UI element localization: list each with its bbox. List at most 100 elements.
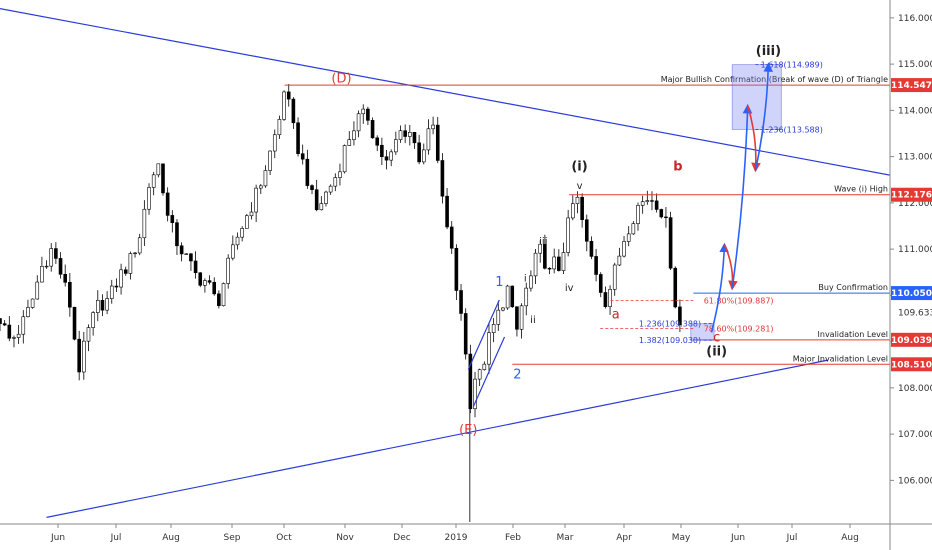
candle-body <box>538 243 543 254</box>
candle-body <box>519 305 524 330</box>
x-tick-label: 2019 <box>445 533 468 543</box>
level-label-3: Invalidation Level <box>818 330 888 339</box>
x-tick-label: Dec <box>393 533 410 543</box>
candle-body <box>7 324 12 339</box>
candle-body <box>584 219 589 242</box>
candle-body <box>356 113 361 132</box>
candle-body <box>347 139 352 146</box>
candle-body <box>552 256 556 270</box>
candle-body <box>631 223 636 235</box>
candle-body <box>91 312 95 328</box>
candle-body <box>505 285 510 309</box>
x-tick-label: Aug <box>841 533 859 543</box>
candle-body <box>114 285 119 288</box>
candle-body <box>286 91 291 100</box>
x-tick-label: Oct <box>276 533 292 543</box>
x-tick-label: Jul <box>110 533 122 543</box>
candle-body <box>477 369 482 380</box>
candle-body <box>58 258 63 275</box>
price-tag-label-5: 108.510 <box>891 360 932 370</box>
x-tick-label: Mar <box>557 533 574 543</box>
candle-body <box>310 185 314 190</box>
candle-body <box>142 208 147 239</box>
candle-body <box>63 274 67 283</box>
candle-body <box>49 248 54 267</box>
candle-body <box>221 283 226 307</box>
candle-body <box>226 257 230 284</box>
candle-body <box>580 196 584 221</box>
level-label-4: Major Invalidation Level <box>793 354 888 363</box>
candle-body <box>26 307 30 318</box>
level-label-0: Major Bullish Confirmation (Break of wav… <box>661 75 888 84</box>
candle-body <box>338 171 342 178</box>
x-axis: Jun Jul Aug Sep Oct Nov Dec 2019 Feb Mar Apr May Jun… <box>0 523 932 543</box>
candle-body <box>603 292 608 307</box>
projection-arrow-4 <box>754 62 773 171</box>
candle-body <box>445 195 449 228</box>
candle-body <box>123 269 128 274</box>
candle-body <box>375 137 380 146</box>
fib-label-0: 61.80%(109.887) <box>704 297 774 306</box>
candle-body <box>291 98 296 124</box>
candle-body <box>35 281 40 300</box>
candle-body <box>431 124 435 130</box>
candle-body <box>105 298 109 311</box>
candle-body <box>128 253 133 274</box>
price-candles <box>0 84 682 522</box>
candle-body <box>435 124 440 161</box>
candle-body <box>408 132 412 137</box>
candle-body <box>501 307 505 311</box>
candle-body <box>440 160 445 197</box>
price-tag-0 <box>891 78 932 93</box>
x-tick-label: Nov <box>336 533 354 543</box>
price-tag-1 <box>891 187 932 202</box>
candle-body <box>361 108 366 115</box>
candle-body <box>314 189 319 211</box>
candle-body <box>482 363 487 370</box>
fib-label-4: 1.236(113.588) <box>761 125 823 134</box>
trendline-leg-1-2-upper <box>467 299 500 370</box>
y-tick-label: 107.000 <box>898 430 932 440</box>
wave-label-3: 2 <box>513 368 521 383</box>
price-label-3: 109.633 <box>898 308 932 318</box>
candle-body <box>650 200 654 202</box>
candle-body <box>328 185 333 193</box>
y-axis: 106.000107.000108.000109.000110.000111.0… <box>889 0 932 550</box>
fib-label-2: 1.236(109.388) <box>639 320 701 329</box>
candle-body <box>86 327 91 342</box>
x-tick-label: Jun <box>730 533 745 543</box>
fib-label-5: 1.618(114.989) <box>761 61 823 70</box>
candle-body <box>533 252 538 277</box>
candle-body <box>575 196 580 204</box>
candle-body <box>594 256 598 275</box>
projection-arrow-0 <box>710 242 729 333</box>
candle-body <box>268 150 272 171</box>
candle-body <box>617 255 622 266</box>
candle-body <box>30 298 35 308</box>
candle-body <box>463 313 468 355</box>
candle-body <box>12 337 16 339</box>
wave-label-13: (ii) <box>706 345 727 360</box>
wave-label-7: iv <box>565 283 574 294</box>
candle-body <box>543 243 547 269</box>
candle-body <box>319 203 324 211</box>
candle-body <box>161 163 165 194</box>
candle-body <box>449 226 454 249</box>
candle-body <box>263 170 268 187</box>
x-tick-label: Feb <box>505 533 521 543</box>
candle-body <box>193 260 198 274</box>
candle-body <box>100 300 105 311</box>
candle-body <box>557 256 561 271</box>
candle-body <box>398 130 403 140</box>
y-tick-label: 108.000 <box>898 384 932 394</box>
candle-body <box>566 217 570 253</box>
candle-body <box>421 149 426 163</box>
candle-body <box>305 158 310 186</box>
wave-label-8: v <box>577 181 583 192</box>
wave-label-12: c <box>713 331 720 346</box>
candle-body <box>636 205 640 224</box>
x-tick-label: Aug <box>162 533 180 543</box>
candle-body <box>77 338 81 373</box>
